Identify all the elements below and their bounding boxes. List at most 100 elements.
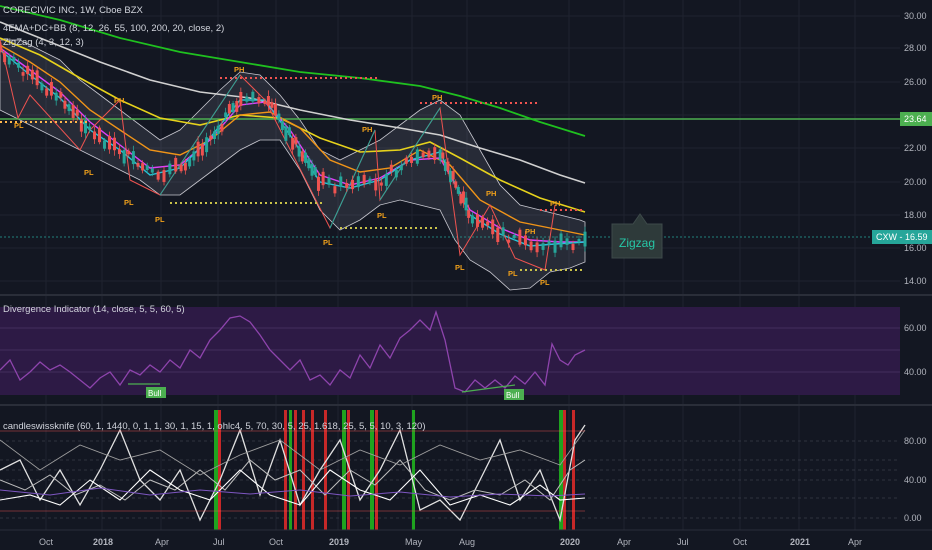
last-price-tag [872, 230, 932, 244]
price-tick: 18.00 [904, 210, 927, 220]
candle-body [174, 157, 178, 172]
pivot-high-label: PH [432, 93, 442, 102]
candle-body [21, 72, 25, 76]
candle-body [399, 165, 403, 171]
divergence-pane[interactable]: Bull Bull Divergence Indicator (14, clos… [0, 297, 932, 405]
candleswiss-grid [0, 440, 900, 519]
candle-body [35, 70, 39, 86]
candle-body [136, 163, 140, 167]
candle-body [117, 149, 121, 155]
candle-body [26, 65, 30, 75]
pivot-low-label: PL [155, 215, 165, 224]
candle-body [287, 127, 291, 136]
pivot-low-label: PL [323, 238, 333, 247]
candle-body [491, 219, 495, 235]
zigzag-callout-text: Zigzag [619, 236, 655, 250]
candle-body [45, 88, 49, 96]
candle-body [71, 104, 75, 118]
candle-body [438, 149, 442, 161]
candle-body [212, 131, 216, 140]
candle-body [577, 239, 581, 243]
pivot-low-label: PL [455, 263, 465, 272]
candle-body [192, 151, 196, 161]
candle-body [291, 137, 295, 150]
candle-body [220, 124, 224, 132]
bull-tag [504, 389, 524, 400]
candle-body [141, 163, 145, 171]
time-label: May [405, 537, 423, 547]
candle-body [410, 156, 414, 163]
pivot-low-label: PL [540, 278, 550, 287]
candle-body [535, 242, 539, 253]
candle-body [150, 168, 154, 173]
price-tick: 22.00 [904, 143, 927, 153]
candle-body [297, 146, 301, 157]
candle-body [345, 182, 349, 188]
candle-body [523, 235, 527, 246]
pivot-high-label: PH [362, 125, 372, 134]
price-tick: 16.00 [904, 243, 927, 253]
candle-body [54, 92, 58, 101]
bull-tag-text: Bull [506, 391, 520, 400]
candle-body [327, 177, 331, 185]
price-tick: 14.00 [904, 276, 927, 286]
candleswiss-tick: 0.00 [904, 513, 922, 523]
time-label: Oct [269, 537, 284, 547]
price-axis[interactable]: 30.00 28.00 26.00 22.00 20.00 18.00 16.0… [872, 0, 932, 295]
candle-body [30, 69, 34, 80]
candleswiss-pane[interactable]: candleswissknife (60, 1, 1440, 0, 1, 1, … [0, 407, 932, 530]
candle-body [333, 186, 337, 194]
candle-body [456, 187, 460, 194]
candle-body [486, 221, 490, 226]
price-pane[interactable]: PL PL PH PL PL PH PL PH PL PH PL PH PL P… [0, 0, 900, 530]
candle-body [156, 171, 160, 180]
candle-body [421, 152, 425, 158]
candle-body [127, 150, 131, 155]
candle-body [565, 238, 569, 245]
bull-divergence-line [461, 384, 516, 393]
candle-body [273, 103, 277, 116]
candle-body [3, 53, 7, 63]
price-tick: 26.00 [904, 77, 927, 87]
candle-body [40, 83, 44, 91]
bollinger-band [0, 39, 586, 291]
candle-body [88, 126, 92, 130]
time-label: 2020 [560, 537, 580, 547]
candle-body [79, 119, 83, 132]
candle-body [235, 101, 239, 112]
candle-body [224, 112, 228, 118]
candle-body [481, 217, 485, 228]
candle-body [389, 164, 393, 172]
candle-body [433, 147, 437, 160]
candle-body [362, 174, 366, 184]
candle-body [200, 144, 204, 156]
candle-body [75, 109, 79, 116]
candle-body [205, 137, 209, 153]
candle-body [239, 92, 243, 106]
candle-body [470, 215, 474, 224]
candle-body [145, 165, 149, 170]
candle-body [59, 91, 63, 98]
candle-body [12, 56, 16, 61]
time-label: Jul [213, 537, 225, 547]
candle-body [512, 234, 516, 239]
candle-body [7, 56, 11, 65]
pivot-high-label: PH [114, 96, 124, 105]
price-tick: 20.00 [904, 177, 927, 187]
candle-body [529, 241, 533, 251]
pivot-labels: PL PL PH PL PL PH PL PH PL PH PL PH PL P… [14, 65, 560, 287]
pivot-low-label: PL [84, 168, 94, 177]
pivot-high-label: PH [525, 227, 535, 236]
time-axis[interactable]: Oct 2018 Apr Jul Oct 2019 May Aug 2020 A… [0, 529, 932, 550]
candleswiss-line-c [0, 469, 586, 506]
zigzag-callout[interactable]: Zigzag [611, 213, 663, 259]
candle-body [277, 113, 281, 120]
candle-body [454, 181, 458, 188]
time-label: Apr [617, 537, 631, 547]
candle-body [368, 178, 372, 183]
candle-body [441, 152, 445, 159]
pivot-high-label: PH [234, 65, 244, 74]
candle-body [307, 158, 311, 169]
candle-body [16, 62, 20, 68]
